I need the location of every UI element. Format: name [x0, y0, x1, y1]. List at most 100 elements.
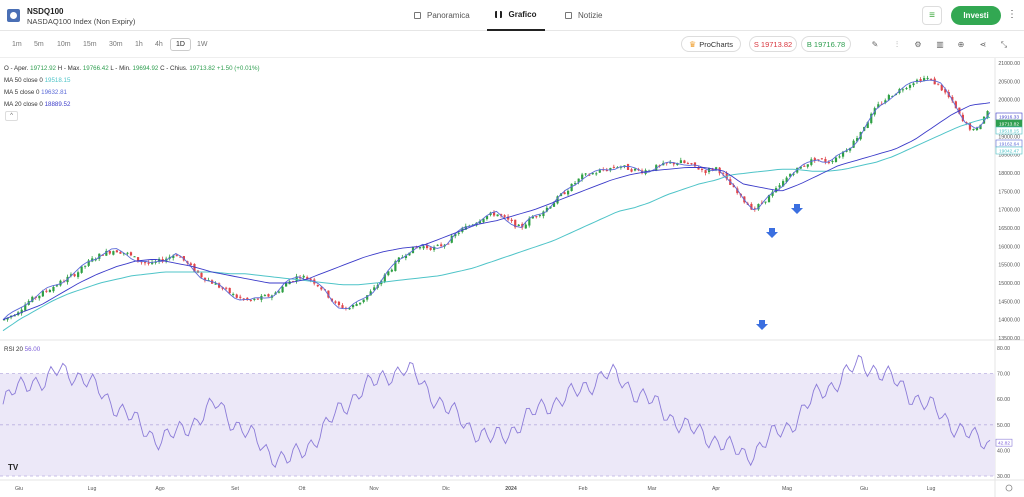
candle-body — [841, 151, 845, 157]
tab-chart[interactable]: Grafico — [487, 0, 545, 31]
price-tag — [995, 126, 1023, 135]
candle-body — [69, 274, 73, 276]
candle-body — [905, 88, 908, 90]
month-label: Giu — [15, 486, 23, 492]
candle-body — [228, 287, 231, 294]
rsi-legend[interactable]: RSI 20 56.00 — [4, 346, 40, 353]
legend-collapse-button[interactable]: ^ — [5, 111, 18, 121]
candle-body — [48, 289, 52, 293]
candle-body — [418, 247, 422, 249]
candle-body — [856, 138, 859, 142]
candle-body — [390, 269, 393, 272]
month-label: Apr — [712, 486, 720, 492]
month-label: Lug — [927, 486, 936, 492]
tab-news[interactable]: Notizie — [565, 0, 602, 31]
timeframe-5m[interactable]: 5m — [34, 41, 44, 48]
candle-body — [351, 304, 355, 308]
candle-body — [52, 286, 55, 292]
rsi-line-path — [2, 354, 991, 469]
candle-body — [820, 158, 823, 160]
candle-body — [535, 216, 538, 218]
timeframe-1h[interactable]: 1h — [135, 41, 143, 48]
candle-body — [824, 159, 827, 163]
candle-body — [38, 295, 41, 299]
sell-button[interactable]: S 19713.82 — [749, 36, 797, 52]
candle-body — [359, 302, 362, 305]
timeframe-15m[interactable]: 15m — [83, 41, 97, 48]
candle-body — [732, 185, 735, 188]
candle-body — [866, 122, 869, 128]
candle-body — [817, 159, 820, 161]
price-tag-label: 19713.82 — [999, 122, 1019, 128]
candle-body — [626, 164, 630, 170]
candle-body — [108, 250, 111, 254]
ma20-label: MA 20 close 0 — [4, 101, 43, 108]
candle-body — [845, 150, 848, 152]
candle-body — [507, 216, 510, 220]
ma20-value: 18889.52 — [44, 101, 71, 108]
more-menu-icon[interactable]: ⋮ — [1007, 9, 1017, 20]
candle-body — [813, 158, 816, 161]
add-icon[interactable]: ⊕ — [957, 40, 965, 49]
down-arrow-icon — [766, 228, 778, 238]
candle-body — [366, 295, 369, 300]
timeframe-1m[interactable]: 1m — [12, 41, 22, 48]
candle-body — [757, 204, 760, 210]
price-chart[interactable]: 21000.0020500.0020000.0019500.0019000.00… — [0, 58, 1024, 497]
candle-body — [771, 191, 774, 196]
candle-body — [968, 122, 972, 130]
ma5-legend[interactable]: MA 5 close 0 19632.81 — [4, 89, 67, 96]
candle-body — [84, 265, 87, 267]
price-axis: 21000.0020500.0020000.0019500.0019000.00… — [997, 61, 1020, 480]
candle-body — [189, 263, 193, 265]
indicators-icon[interactable]: ⫶ — [896, 40, 898, 49]
price-tag-label: 19042.47 — [999, 149, 1019, 155]
candle-body — [908, 85, 912, 88]
price-axis-label: 20500.00 — [998, 79, 1020, 85]
procharts-button[interactable]: ♛ ProCharts — [681, 36, 741, 52]
candle-body — [242, 298, 245, 300]
candle-body — [119, 252, 122, 254]
rsi-label: RSI 20 — [4, 346, 23, 353]
timeframe-30m[interactable]: 30m — [109, 41, 123, 48]
candlesticks — [3, 75, 989, 322]
fullscreen-icon[interactable]: ⤡ — [1000, 40, 1008, 49]
ohlc-legend: O - Aper. 19712.92 H - Max. 19766.42 L -… — [4, 65, 260, 72]
candle-body — [136, 257, 140, 262]
month-label: 2024 — [505, 486, 517, 492]
share-icon[interactable]: ⋖ — [979, 40, 987, 49]
candle-body — [285, 282, 288, 287]
tab-overview[interactable]: Panoramica — [414, 0, 470, 31]
watchlist-button[interactable]: ≡ — [922, 6, 942, 25]
candle-body — [200, 272, 203, 278]
candle-body — [151, 262, 154, 264]
candle-body — [598, 170, 601, 173]
open-value: 19712.92 — [30, 65, 56, 72]
candle-body — [834, 157, 838, 162]
candle-body — [838, 156, 841, 158]
ma50-legend[interactable]: MA 50 close 0 19518.15 — [4, 77, 70, 84]
candle-body — [341, 305, 344, 309]
timeframe-1w[interactable]: 1W — [197, 41, 208, 48]
candle-body — [923, 78, 926, 81]
draw-icon[interactable]: ✎ — [871, 40, 879, 49]
timeframe-4h[interactable]: 4h — [155, 41, 163, 48]
candle-body — [542, 211, 545, 217]
timeframe-1d[interactable]: 1D — [170, 38, 191, 51]
ma20-legend[interactable]: MA 20 close 0 18889.52 — [4, 101, 70, 108]
ma20-line — [2, 102, 991, 321]
settings-icon[interactable]: ⚙ — [914, 40, 922, 49]
candle-body — [263, 295, 267, 297]
buy-button[interactable]: B 19716.78 — [801, 36, 851, 52]
candle-body — [556, 196, 559, 204]
candle-body — [387, 271, 390, 276]
signal-arrows — [756, 204, 803, 330]
chart-type-icon[interactable]: ▥ — [936, 40, 944, 49]
timeframe-10m[interactable]: 10m — [57, 41, 71, 48]
candle-body — [6, 317, 9, 320]
invest-button[interactable]: Investi — [951, 6, 1001, 25]
candle-body — [884, 100, 887, 103]
candle-body — [13, 315, 16, 317]
candle-body — [175, 255, 178, 257]
ma50-value: 19518.15 — [44, 77, 71, 84]
